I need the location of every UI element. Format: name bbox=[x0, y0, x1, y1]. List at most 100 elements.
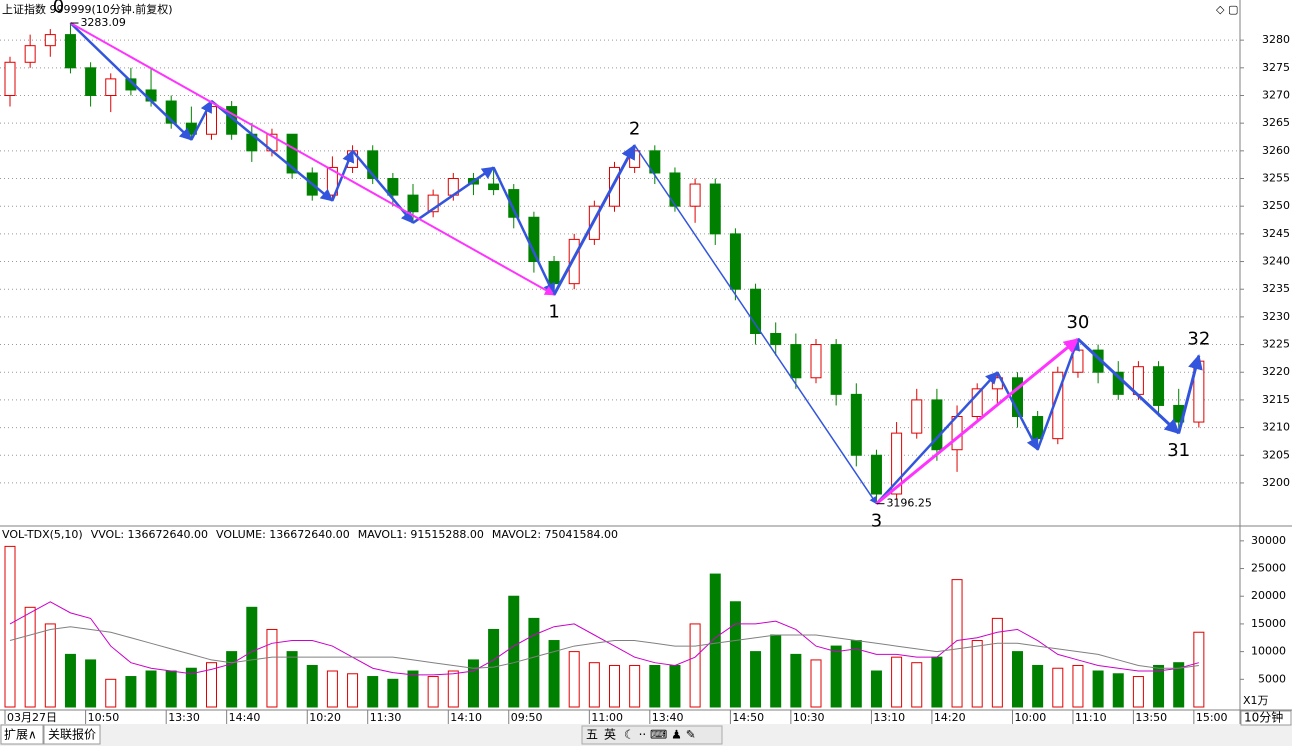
y-tick-label: 3265 bbox=[1262, 116, 1290, 129]
wave-label: 3 bbox=[871, 511, 882, 532]
candle-body bbox=[830, 344, 842, 395]
window-icons[interactable]: ◇ ▢ bbox=[1216, 3, 1238, 16]
volume-bar bbox=[206, 662, 217, 708]
volume-bar bbox=[1193, 631, 1205, 708]
volume-bar bbox=[508, 595, 520, 708]
volume-bar bbox=[387, 678, 399, 708]
tab-box[interactable] bbox=[43, 724, 101, 745]
volume-bar bbox=[1072, 664, 1084, 708]
toolbar-item[interactable]: 英 bbox=[604, 728, 616, 742]
volume-bar bbox=[931, 656, 943, 708]
candle-body bbox=[548, 261, 560, 285]
legend-entry: VOL-TDX(5,10) bbox=[2, 528, 83, 541]
candle-body bbox=[44, 34, 56, 47]
volume-bar bbox=[609, 664, 620, 708]
volume-bar bbox=[528, 617, 540, 708]
y-tick-label: 3215 bbox=[1262, 393, 1290, 406]
volume-bar bbox=[347, 673, 359, 708]
tab-box[interactable] bbox=[0, 724, 44, 745]
wave-label: 30 bbox=[1066, 312, 1089, 333]
wave-arrow bbox=[634, 144, 878, 505]
y-tick-label: 3220 bbox=[1262, 365, 1290, 378]
volume-bar bbox=[870, 670, 882, 708]
legend-entry: VVOL: 136672640.00 bbox=[91, 528, 208, 541]
candle-body bbox=[1032, 416, 1044, 440]
toolbar-item[interactable]: 五 bbox=[586, 728, 598, 742]
y-tick-label: 30000 bbox=[1251, 534, 1286, 547]
y-tick-label: 3270 bbox=[1262, 88, 1290, 101]
candle-body bbox=[387, 178, 399, 196]
ma-line bbox=[9, 626, 1199, 669]
candle-body bbox=[64, 34, 76, 69]
y-tick-label: 3200 bbox=[1262, 476, 1290, 489]
volume-bar bbox=[810, 659, 822, 708]
candle-body bbox=[669, 172, 681, 207]
tab[interactable]: 关联报价 bbox=[48, 727, 96, 742]
volume-bar bbox=[1032, 664, 1044, 708]
candle-body bbox=[367, 150, 379, 180]
volume-bar bbox=[971, 640, 983, 708]
volume-bar bbox=[125, 676, 137, 708]
x-tick-label: 03月27日 bbox=[7, 711, 57, 724]
volume-bar bbox=[1092, 670, 1104, 708]
volume-bar bbox=[1173, 662, 1185, 708]
volume-bar bbox=[1052, 667, 1064, 708]
wave-label: 32 bbox=[1187, 329, 1210, 350]
volume-bar bbox=[145, 670, 157, 708]
y-tick-label: 3280 bbox=[1262, 33, 1290, 46]
y-tick-label: 3240 bbox=[1262, 255, 1290, 268]
candle-body bbox=[750, 288, 762, 334]
candle-body bbox=[891, 432, 903, 495]
minor-arrow bbox=[190, 99, 213, 141]
volume-bar bbox=[105, 678, 117, 708]
y-tick-label: 10000 bbox=[1251, 645, 1286, 658]
x-tick-label: 13:50 bbox=[1135, 711, 1167, 724]
unit-label: X1万 bbox=[1243, 694, 1269, 707]
candle-body bbox=[689, 183, 701, 207]
candle-body bbox=[649, 150, 661, 174]
volume-bar bbox=[850, 640, 862, 708]
volume-bar bbox=[246, 606, 258, 708]
volume-bar bbox=[286, 651, 298, 708]
y-tick-label: 3245 bbox=[1262, 227, 1290, 240]
volume-bar bbox=[1132, 676, 1144, 708]
volume-bar bbox=[750, 651, 762, 708]
volume-bar bbox=[1012, 651, 1023, 708]
volume-bar bbox=[951, 579, 963, 708]
wave-arrow bbox=[69, 22, 555, 296]
period-box bbox=[1240, 710, 1292, 726]
volume-bar bbox=[991, 617, 1003, 708]
volume-bar bbox=[1153, 664, 1165, 708]
volume-bar bbox=[427, 676, 439, 708]
candle-body bbox=[407, 194, 419, 213]
candle-body bbox=[729, 233, 741, 290]
toolbar-icons[interactable]: ☾ ·· ⌨ ♟ ✎ bbox=[624, 728, 696, 742]
y-tick-label: 15000 bbox=[1251, 617, 1286, 630]
x-tick-label: 10:50 bbox=[88, 711, 120, 724]
volume-bar bbox=[709, 573, 721, 708]
minor-arrow bbox=[210, 100, 334, 202]
minor-arrow bbox=[69, 22, 193, 141]
chart-title: 上证指数 999999(10分钟.前复权) bbox=[2, 2, 173, 16]
x-tick-label: 14:10 bbox=[450, 711, 482, 724]
tab[interactable]: 扩展∧ bbox=[4, 728, 37, 742]
volume-bar bbox=[669, 664, 681, 708]
x-tick-label: 10:00 bbox=[1015, 711, 1047, 724]
period[interactable]: 10分钟 bbox=[1244, 710, 1283, 725]
toolbar bbox=[581, 725, 723, 745]
ma-line bbox=[9, 601, 1199, 676]
candle-body bbox=[911, 399, 923, 434]
volume-bar bbox=[266, 628, 278, 708]
x-tick-label: 14:50 bbox=[732, 711, 764, 724]
volume-bar bbox=[447, 670, 459, 708]
candle-body bbox=[165, 100, 177, 124]
x-tick-label: 13:30 bbox=[168, 711, 200, 724]
y-tick-label: 3230 bbox=[1262, 310, 1290, 323]
candle-body bbox=[1012, 377, 1023, 418]
volume-bar bbox=[165, 670, 177, 708]
candle-body bbox=[931, 399, 943, 451]
candle-body bbox=[850, 393, 862, 456]
volume-bar bbox=[64, 653, 76, 708]
volume-bar bbox=[629, 664, 641, 708]
x-tick-label: 10:20 bbox=[309, 711, 341, 724]
